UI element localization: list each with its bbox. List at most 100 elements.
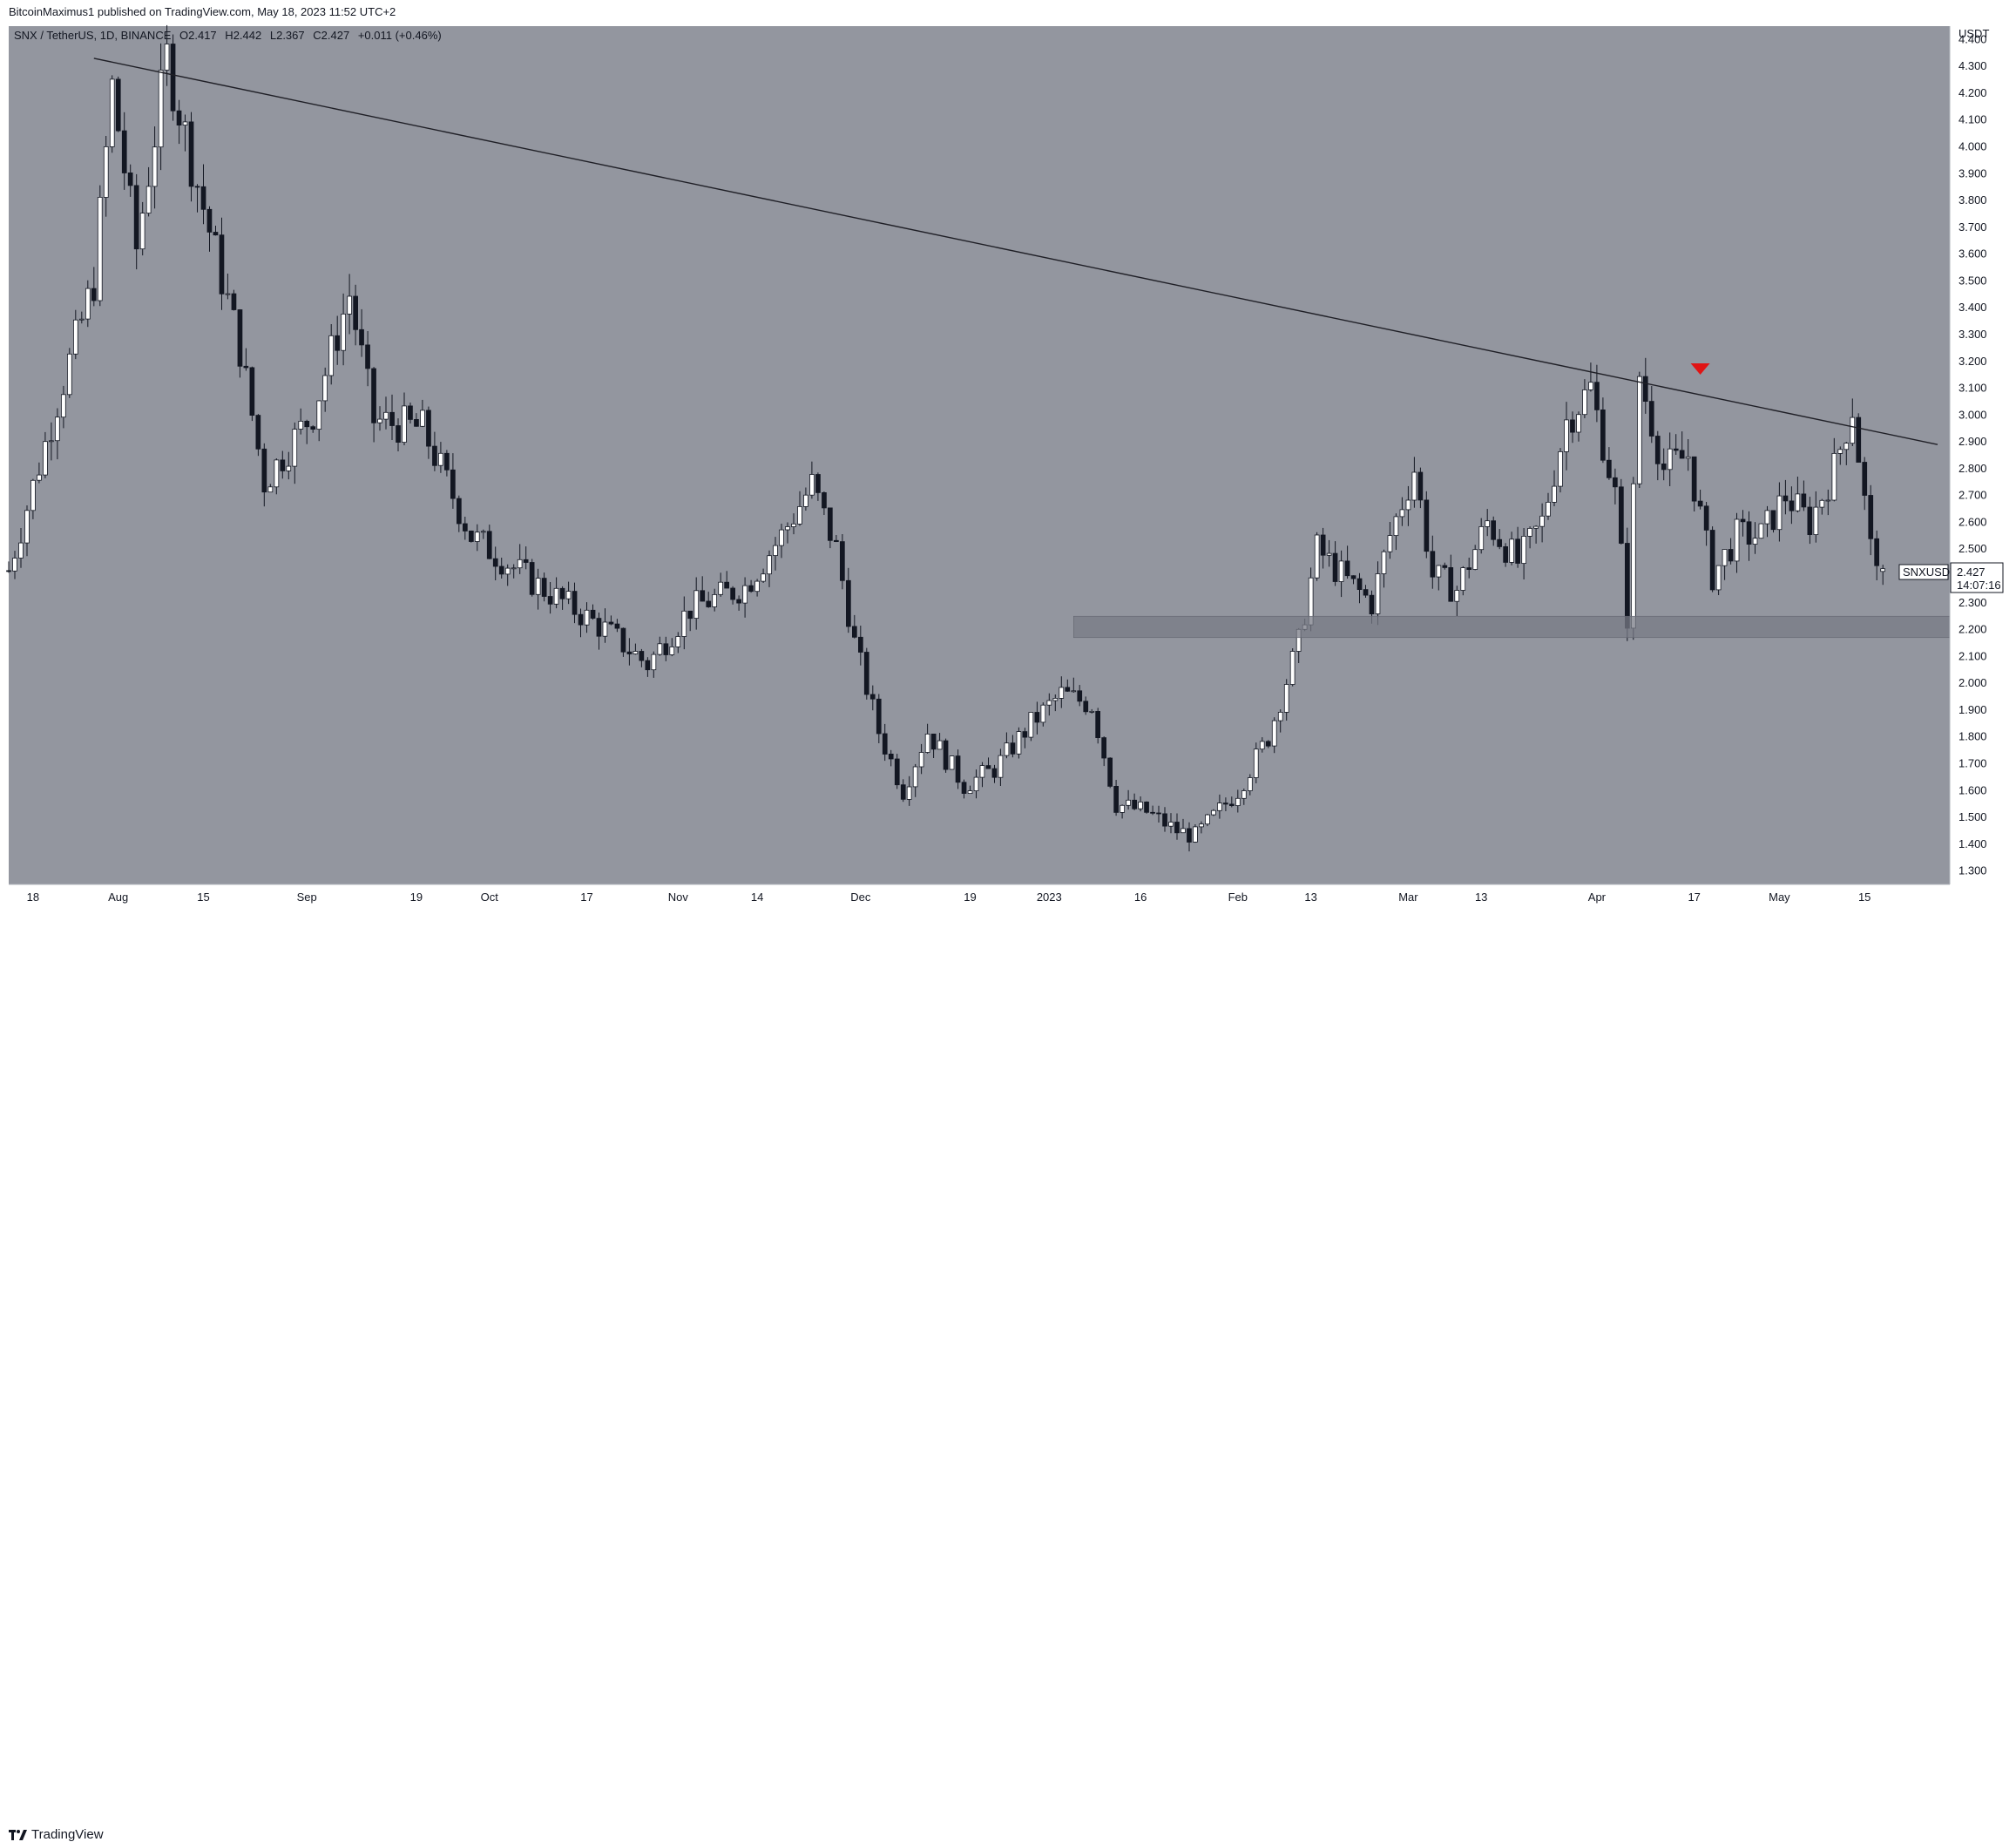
candle-128 [785, 522, 790, 544]
candle-172 [1052, 694, 1059, 712]
candle-133 [815, 472, 821, 501]
time-axis[interactable] [9, 884, 1950, 910]
last-price-value: 2.427 [1957, 565, 1986, 579]
candle-89 [547, 582, 553, 614]
candle-167 [1022, 728, 1028, 748]
candle-87 [535, 568, 541, 610]
candle-9 [61, 385, 66, 429]
candle-46 [286, 451, 292, 480]
candle-139 [852, 614, 857, 639]
candle-69 [426, 406, 431, 459]
tradingview-logo[interactable]: TradingView [9, 1827, 104, 1842]
bar-countdown: 14:07:16 [1957, 579, 2001, 592]
candle-272 [1661, 448, 1667, 481]
candle-144 [882, 723, 888, 762]
candle-222 [1356, 572, 1363, 604]
candle-281 [1715, 565, 1722, 595]
candle-38 [237, 308, 243, 378]
candle-244 [1491, 516, 1496, 546]
candle-270 [1648, 386, 1654, 444]
candle-183 [1120, 804, 1125, 819]
candle-264 [1613, 468, 1618, 505]
candle-285 [1740, 510, 1746, 537]
candle-254 [1552, 470, 1557, 506]
legend-l-label: L [270, 29, 276, 42]
candle-35 [219, 217, 225, 310]
candle-20 [127, 164, 133, 197]
candle-173 [1059, 676, 1065, 708]
candle-192 [1174, 813, 1180, 840]
candle-56 [347, 274, 353, 335]
time-tick-19: May [1769, 891, 1790, 904]
legend-c-label: C [313, 29, 321, 42]
candle-99 [608, 615, 614, 626]
candle-65 [402, 392, 407, 445]
candle-221 [1350, 575, 1356, 585]
candle-70 [432, 431, 437, 471]
price-axis[interactable] [1950, 26, 2016, 884]
candle-256 [1564, 402, 1569, 471]
candle-165 [1010, 735, 1016, 758]
price-tick-1: 4.300 [1958, 59, 1987, 72]
candle-175 [1071, 677, 1077, 693]
price-tick-22: 2.200 [1958, 623, 1987, 636]
candle-303 [1850, 398, 1856, 446]
time-tick-11: 2023 [1037, 891, 1062, 904]
candle-100 [614, 619, 620, 633]
candle-198 [1211, 809, 1216, 816]
candle-194 [1187, 822, 1192, 852]
candle-6 [43, 431, 48, 478]
candle-232 [1417, 467, 1424, 509]
candle-36 [225, 274, 231, 300]
candle-58 [359, 308, 364, 357]
time-tick-18: 17 [1688, 891, 1700, 904]
candle-14 [91, 267, 97, 307]
candle-291 [1776, 482, 1783, 542]
candle-94 [578, 608, 584, 638]
price-tick-15: 2.900 [1958, 435, 1987, 448]
legend-close: 2.427 [321, 29, 350, 42]
candle-185 [1132, 793, 1137, 810]
candle-119 [730, 586, 736, 605]
candle-17 [109, 75, 115, 153]
candle-88 [541, 572, 547, 602]
price-tick-31: 1.300 [1958, 864, 1987, 877]
candle-67 [414, 413, 419, 427]
time-tick-8: 14 [751, 891, 763, 904]
candle-191 [1168, 813, 1174, 834]
publisher-header: BitcoinMaximus1 published on TradingView… [0, 0, 2016, 26]
legend-h-label: H [225, 29, 233, 42]
candle-109 [669, 638, 675, 657]
price-tick-7: 3.700 [1958, 220, 1987, 234]
candle-10 [67, 348, 72, 398]
candle-225 [1375, 561, 1381, 626]
candle-60 [371, 367, 376, 443]
candle-159 [973, 769, 979, 799]
candle-145 [888, 749, 894, 767]
time-tick-17: Apr [1588, 891, 1607, 904]
candle-162 [991, 764, 998, 783]
candle-276 [1685, 439, 1691, 471]
candle-215 [1314, 532, 1320, 581]
candle-251 [1533, 525, 1539, 544]
candle-48 [298, 408, 304, 435]
candle-292 [1783, 479, 1789, 515]
candle-118 [724, 571, 730, 589]
candle-168 [1028, 712, 1034, 742]
candle-57 [353, 284, 359, 346]
publisher-text: BitcoinMaximus1 published on TradingView… [9, 5, 396, 18]
candle-206 [1259, 737, 1265, 753]
candle-26 [164, 24, 170, 86]
candle-258 [1576, 411, 1581, 442]
candle-180 [1101, 736, 1106, 767]
candle-250 [1527, 526, 1532, 549]
price-tick-9: 3.500 [1958, 274, 1987, 287]
candle-237 [1448, 554, 1454, 602]
price-chart[interactable]: USDT 4.400 4.300 4.200 4.100 4.000 3.900 3.800… [0, 0, 2016, 910]
candle-231 [1411, 457, 1417, 508]
candle-171 [1046, 693, 1052, 716]
candle-5 [37, 462, 42, 484]
candle-3 [24, 505, 30, 557]
candle-283 [1728, 538, 1734, 565]
candle-127 [779, 524, 784, 559]
